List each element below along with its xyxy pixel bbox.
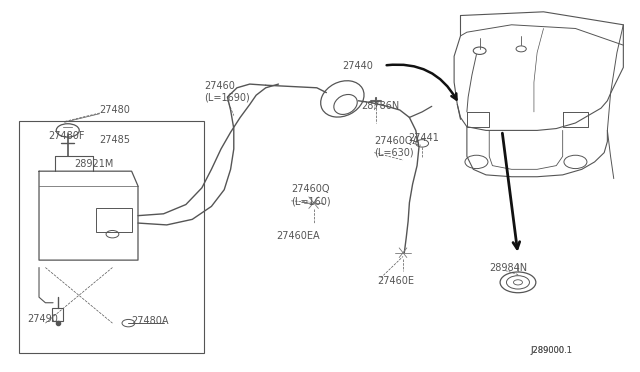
Text: 27490: 27490 [28,314,58,324]
Text: 27460EA: 27460EA [276,231,319,241]
Text: 27460QA
(L=630): 27460QA (L=630) [374,136,419,158]
Bar [97,208,132,232]
Text: J289000.1: J289000.1 [531,346,572,355]
Bar [52,308,63,321]
Text: 28984N: 28984N [489,263,527,273]
Text: 27480F: 27480F [49,131,85,141]
Text: 28921M: 28921M [74,159,113,169]
Text: 28786N: 28786N [362,101,400,111]
Text: 27440: 27440 [342,61,373,71]
Bar [19,121,204,353]
Text: 27460Q
(L=160): 27460Q (L=160) [291,185,331,206]
Text: 27460
(L=1690): 27460 (L=1690) [205,81,250,102]
Text: J289000.1: J289000.1 [531,346,572,355]
Text: 27480: 27480 [100,105,131,115]
Text: 27485: 27485 [100,135,131,145]
Text: 27480A: 27480A [132,316,169,326]
Text: 27441: 27441 [408,133,439,143]
Text: 27460E: 27460E [378,276,415,285]
